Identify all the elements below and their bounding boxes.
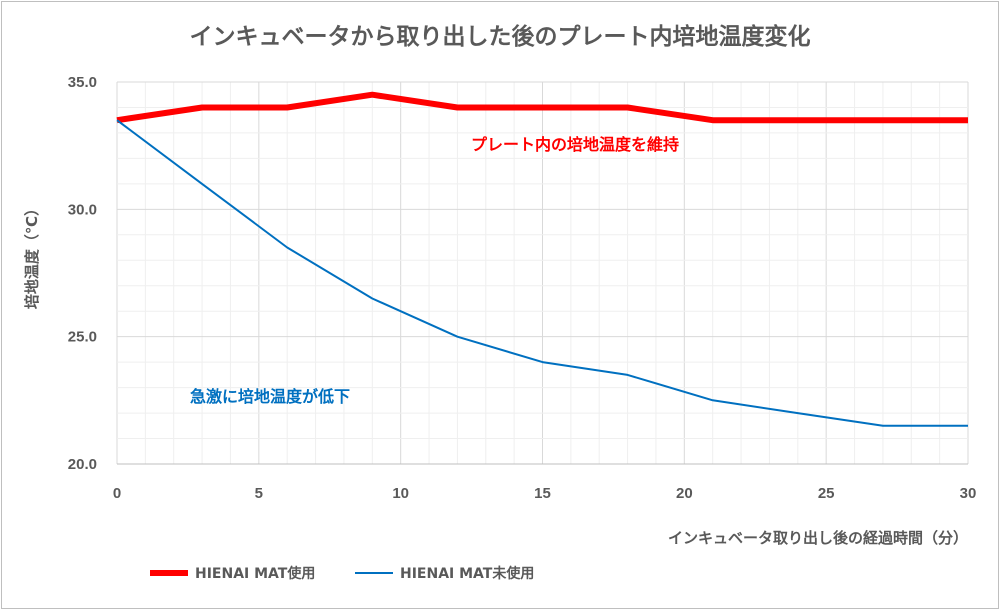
series-line-1 (116, 119, 968, 427)
y-tick-label: 35.0 (68, 74, 97, 91)
y-tick-label: 20.0 (68, 456, 97, 473)
x-tick-label: 15 (534, 485, 551, 502)
y-tick-labels: 20.0 25.0 30.0 35.0 (68, 74, 97, 473)
annotation-drop: 急激に培地温度が低下 (190, 387, 350, 406)
legend-label: HIENAI MAT未使用 (400, 565, 534, 582)
x-tick-label: 25 (818, 485, 835, 502)
x-tick-label: 5 (255, 485, 263, 502)
x-tick-label: 0 (113, 485, 121, 502)
x-tick-labels: 0 5 10 15 20 25 30 (113, 485, 977, 502)
y-tick-label: 25.0 (68, 329, 97, 346)
x-tick-label: 20 (676, 485, 693, 502)
y-axis-label: 培地温度（℃） (23, 201, 41, 309)
legend: HIENAI MAT使用 HIENAI MAT未使用 (150, 565, 534, 582)
series-lines (116, 91, 968, 427)
x-axis-label: インキュベータ取り出し後の経過時間（分） (668, 529, 968, 547)
annotation-maintain: プレート内の培地温度を維持 (471, 135, 679, 154)
grid (116, 81, 969, 465)
x-tick-label: 10 (392, 485, 409, 502)
y-tick-label: 30.0 (68, 201, 97, 218)
x-tick-label: 30 (960, 485, 977, 502)
series-line-0 (116, 91, 968, 124)
legend-label: HIENAI MAT使用 (195, 565, 315, 582)
chart-title: インキュベータから取り出した後のプレート内培地温度変化 (190, 23, 811, 50)
